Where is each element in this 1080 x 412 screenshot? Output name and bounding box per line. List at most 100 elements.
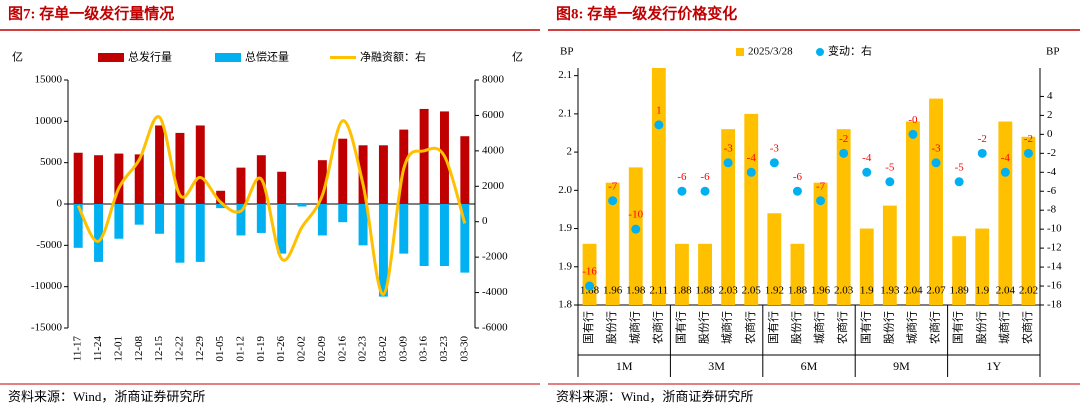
data-label: -3 — [931, 142, 941, 154]
chart-title: 图7: 存单一级发行量情况 — [8, 4, 174, 22]
data-label: 1.88 — [695, 285, 715, 297]
bar — [378, 204, 388, 297]
y-tick-label: 2.1 — [558, 69, 572, 81]
data-label: 2.04 — [903, 285, 923, 297]
x-tick-label: 农商行 — [1020, 311, 1034, 344]
line — [76, 115, 467, 296]
y2-tick-label: -18 — [1047, 299, 1062, 311]
x-tick-label: 城商行 — [997, 311, 1011, 344]
x-tick-label: 12-08 — [133, 336, 145, 362]
x-tick-label: 12-22 — [173, 336, 185, 362]
bar — [460, 136, 470, 204]
dot — [677, 186, 687, 196]
dot — [862, 167, 872, 177]
data-label: -2 — [1024, 133, 1033, 145]
dot — [654, 120, 664, 130]
bar — [399, 204, 409, 254]
data-label: -7 — [608, 180, 618, 192]
data-label: 2.07 — [926, 285, 946, 297]
data-label: -6 — [793, 171, 803, 183]
dot — [631, 224, 641, 234]
bar — [155, 204, 165, 234]
chart: 图8: 存单一级发行价格变化 BP BP 资料来源：Wind，浙商证券研究所 1… — [548, 4, 1080, 404]
x-tick-label: 股份行 — [698, 311, 711, 344]
bar — [94, 204, 104, 262]
dot — [885, 177, 895, 187]
bar — [419, 108, 429, 204]
data-label: 1.9 — [860, 285, 874, 297]
bar — [317, 160, 327, 204]
x-tick-label: 11-17 — [72, 336, 84, 362]
data-label: 1.9 — [975, 285, 989, 297]
dot — [931, 158, 941, 168]
y-tick-label: 0 — [57, 198, 63, 210]
y2-tick-label: 2000 — [482, 180, 505, 192]
x-tick-label: 02-09 — [316, 336, 328, 362]
bar — [790, 243, 805, 305]
y2-tick-label: -10 — [1047, 223, 1062, 235]
chart: 图7: 存单一级发行量情况 亿 亿 资料来源：Wind，浙商证券研究所 -150… — [0, 4, 540, 404]
y-tick-label: 15000 — [35, 74, 63, 86]
group-label: 1Y — [986, 359, 1001, 373]
y2-tick-label: 0 — [1047, 128, 1053, 140]
data-label: 1.98 — [626, 285, 646, 297]
x-tick-label: 03-09 — [397, 336, 409, 362]
bar — [297, 204, 307, 207]
data-label: 2.04 — [996, 285, 1016, 297]
y-tick-label: 2.1 — [558, 107, 572, 119]
bar — [338, 138, 348, 204]
data-label: -3 — [770, 142, 780, 154]
bar — [836, 129, 851, 305]
dot — [585, 281, 595, 291]
y-tick-label: 5000 — [40, 156, 63, 168]
x-tick-label: 农商行 — [743, 311, 757, 344]
bar — [175, 204, 185, 263]
bar — [338, 204, 348, 223]
legend-label: 总偿还量 — [245, 50, 289, 64]
x-tick-label: 股份行 — [882, 311, 895, 344]
bar — [882, 205, 897, 305]
data-label: 2.11 — [649, 285, 668, 297]
data-label: -0 — [908, 114, 918, 126]
y2-tick-label: -6000 — [482, 322, 508, 334]
group-label: 6M — [801, 359, 818, 373]
x-tick-label: 03-30 — [458, 336, 470, 362]
bar — [94, 155, 104, 204]
bar — [378, 145, 388, 204]
legend-label: 变动：右 — [828, 44, 872, 58]
y-tick-label: 1.8 — [558, 299, 572, 311]
data-label: -5 — [955, 161, 965, 173]
legend-swatch — [736, 48, 744, 56]
legend-label: 总发行量 — [128, 50, 172, 64]
y2-tick-label: 6000 — [482, 109, 505, 121]
x-tick-label: 03-02 — [377, 336, 389, 362]
bar — [277, 171, 287, 204]
bar — [721, 129, 736, 305]
bar — [952, 236, 967, 305]
data-label: 1 — [656, 104, 662, 116]
y2-tick-label: 2 — [1047, 109, 1053, 121]
bar — [744, 113, 759, 305]
y2-tick-label: -2 — [1047, 147, 1056, 159]
y-axis-label: BP — [560, 46, 573, 58]
y-tick-label: 10000 — [35, 115, 63, 127]
dot — [816, 196, 826, 206]
x-tick-label: 城商行 — [720, 311, 734, 344]
y2-tick-label: -14 — [1047, 261, 1062, 273]
y2-tick-label: -16 — [1047, 280, 1062, 292]
data-label: -4 — [1001, 152, 1011, 164]
x-tick-label: 城商行 — [812, 311, 826, 344]
y-tick-label: -15000 — [31, 322, 63, 334]
bar — [906, 121, 920, 305]
bar — [439, 204, 449, 266]
bar — [73, 152, 83, 204]
x-tick-label: 国有行 — [673, 311, 687, 344]
y2-tick-label: -4000 — [482, 286, 508, 298]
chart-title: 图8: 存单一级发行价格变化 — [556, 4, 737, 22]
bar — [975, 228, 990, 305]
bar — [73, 204, 83, 248]
bar — [195, 204, 205, 262]
y2-tick-label: -2000 — [482, 251, 508, 263]
data-label: -2 — [839, 133, 848, 145]
y2-tick-label: -12 — [1047, 242, 1062, 254]
